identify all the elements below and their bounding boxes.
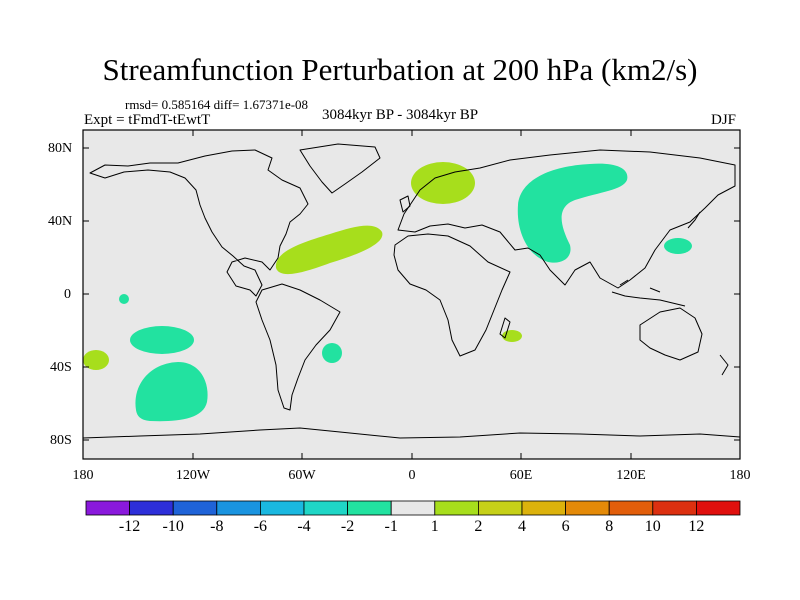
season-label: DJF bbox=[711, 112, 737, 128]
colorbar-swatch bbox=[652, 500, 697, 516]
coastline-australia bbox=[639, 307, 703, 361]
anomaly-region-south-pacific-large bbox=[135, 362, 208, 422]
anomaly-region-southern-africa bbox=[502, 330, 522, 342]
anomaly-region-north-pacific bbox=[664, 238, 692, 254]
lon-label-0: 0 bbox=[408, 468, 416, 483]
colorbar-label: 12 bbox=[688, 518, 705, 535]
coastline-madagascar bbox=[499, 317, 511, 339]
colorbar-label: -6 bbox=[253, 518, 268, 535]
colorbar bbox=[85, 500, 741, 516]
coastline-new-zealand bbox=[719, 354, 729, 376]
lat-label-80n: 80N bbox=[48, 141, 73, 156]
lat-label-0: 0 bbox=[64, 287, 71, 302]
lon-label-120e: 120E bbox=[616, 468, 646, 483]
lon-label-60w: 60W bbox=[288, 468, 316, 483]
period-label: 3084kyr BP - 3084kyr BP bbox=[322, 107, 479, 123]
colorbar-label: 10 bbox=[644, 518, 661, 535]
colorbar-swatch bbox=[216, 500, 261, 516]
colorbar-swatch bbox=[608, 500, 654, 516]
coastline-antarctica bbox=[82, 427, 741, 439]
colorbar-label: 8 bbox=[605, 518, 614, 535]
experiment-label: Expt = tFmdT-tEwtT bbox=[84, 112, 211, 128]
colorbar-swatch bbox=[85, 500, 130, 516]
colorbar-swatch bbox=[347, 500, 392, 516]
lat-label-40n: 40N bbox=[48, 214, 73, 229]
colorbar-label: -12 bbox=[118, 518, 141, 535]
colorbar-swatch bbox=[565, 500, 610, 516]
colorbar-label: 2 bbox=[474, 518, 483, 535]
coastline-africa bbox=[393, 233, 511, 357]
colorbar-swatch bbox=[521, 500, 566, 516]
coastline-south-america bbox=[255, 283, 341, 411]
colorbar-label: 6 bbox=[561, 518, 570, 535]
colorbar-swatch bbox=[390, 500, 436, 516]
colorbar-swatch bbox=[129, 500, 174, 516]
lon-label-180e: 180 bbox=[729, 468, 751, 483]
colorbar-swatch bbox=[696, 500, 741, 516]
coastline-north-america bbox=[89, 149, 309, 297]
colorbar-swatch bbox=[259, 500, 305, 516]
anomaly-region-south-atlantic bbox=[322, 343, 342, 363]
coastline-uk bbox=[399, 195, 411, 213]
anomaly-region-south-pacific-small bbox=[130, 326, 194, 354]
anomaly-layer bbox=[83, 162, 692, 422]
lat-label-40s: 40S bbox=[50, 360, 72, 375]
colorbar-swatch bbox=[303, 500, 348, 516]
colorbar-label: -4 bbox=[297, 518, 311, 535]
coastline-japan bbox=[687, 211, 701, 229]
lon-label-180w: 180 bbox=[72, 468, 94, 483]
colorbar-label: 1 bbox=[430, 518, 439, 535]
coastline-eurasia bbox=[397, 149, 736, 289]
coastline-indonesia bbox=[611, 279, 686, 307]
figure-title: Streamfunction Perturbation at 200 hPa (… bbox=[102, 52, 698, 87]
anomaly-region-north-atlantic bbox=[275, 225, 383, 275]
lat-label-80s: 80S bbox=[50, 433, 72, 448]
anomaly-region-eurasia bbox=[517, 163, 628, 263]
colorbar-label: -10 bbox=[162, 518, 184, 535]
colorbar-swatch bbox=[477, 500, 523, 516]
lon-label-60e: 60E bbox=[509, 468, 533, 483]
coastline-greenland bbox=[299, 143, 381, 194]
anomaly-region-southeast-pacific-coast bbox=[83, 350, 109, 370]
axis-ticks bbox=[83, 130, 740, 459]
colorbar-label: -1 bbox=[384, 518, 398, 535]
anomaly-region-scandinavia bbox=[411, 162, 475, 204]
colorbar-swatch bbox=[434, 500, 479, 516]
colorbar-swatch bbox=[172, 500, 218, 516]
colorbar-label: -2 bbox=[340, 518, 355, 535]
anomaly-region-equatorial-pacific bbox=[119, 294, 129, 304]
coastlines bbox=[82, 143, 741, 439]
colorbar-label: 4 bbox=[518, 518, 526, 535]
colorbar-label: -8 bbox=[210, 518, 224, 535]
lon-label-120w: 120W bbox=[175, 468, 211, 483]
stats-line: rmsd= 0.585164 diff= 1.67371e-08 bbox=[125, 97, 309, 112]
